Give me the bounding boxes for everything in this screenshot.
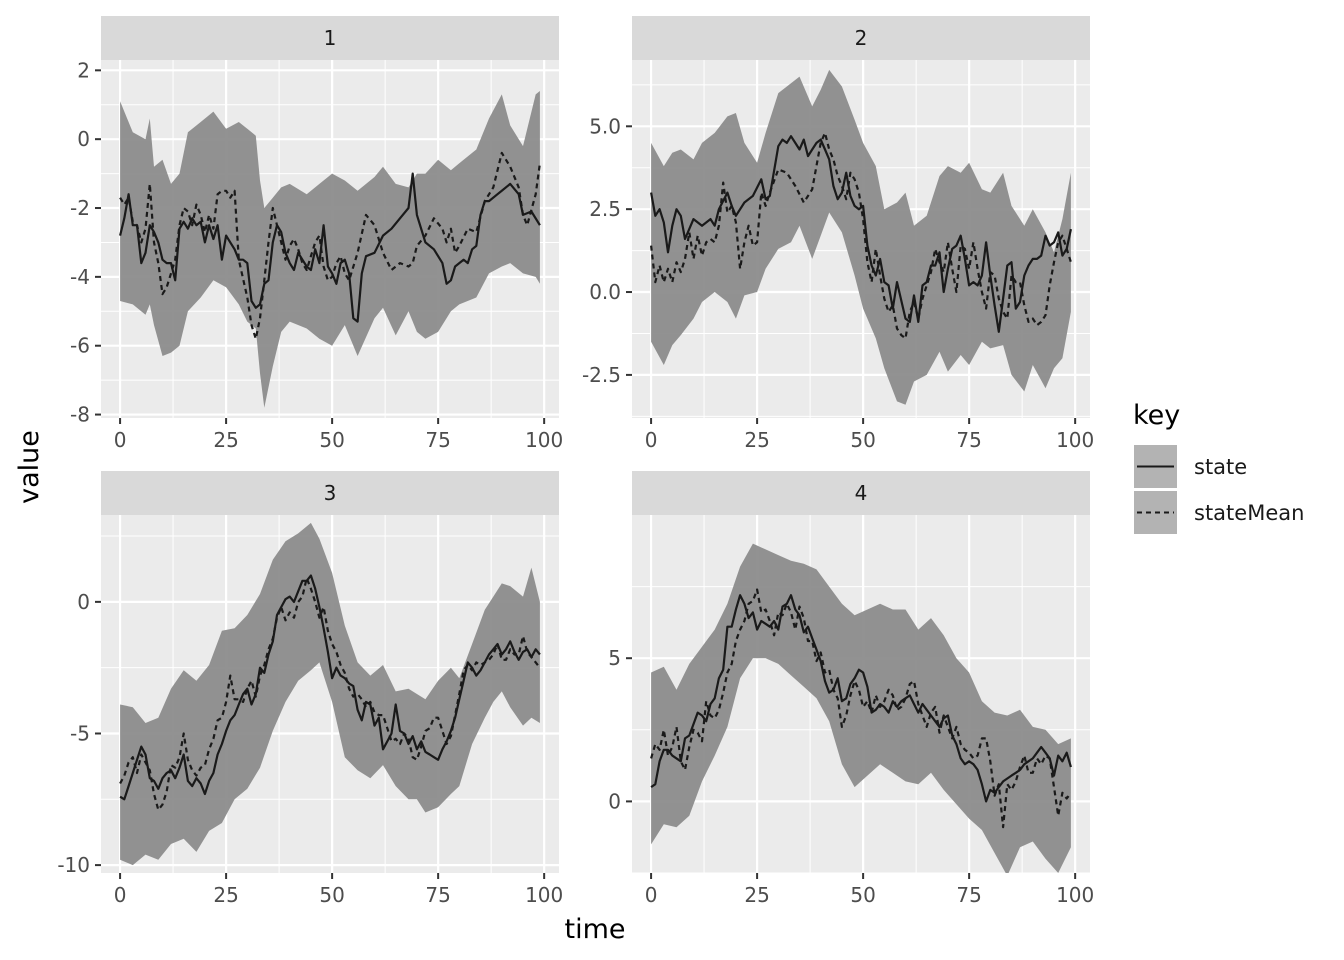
data-layer bbox=[119, 522, 541, 866]
facet-panel-3: 3 0 25 50 75 100 -10 -5 0 bbox=[57, 471, 563, 907]
x-tick-label: 25 bbox=[213, 883, 238, 907]
confidence-ribbon bbox=[120, 91, 540, 408]
x-tick-label: 50 bbox=[319, 428, 344, 452]
x-tick-label: 0 bbox=[114, 428, 127, 452]
series-line-stateMean bbox=[119, 151, 541, 340]
y-tick-label: -4 bbox=[70, 265, 90, 289]
x-tick-label: 100 bbox=[1056, 883, 1094, 907]
x-tick-label: 50 bbox=[319, 883, 344, 907]
x-tick-label: 75 bbox=[956, 428, 981, 452]
x-tick-label: 75 bbox=[425, 428, 450, 452]
x-tick-label: 100 bbox=[525, 883, 563, 907]
strip-label: 3 bbox=[324, 481, 337, 505]
y-tick-label: 2 bbox=[77, 58, 90, 82]
data-layer bbox=[119, 91, 541, 408]
y-tick-label: -6 bbox=[70, 334, 90, 358]
series-line-state bbox=[119, 574, 541, 801]
x-tick-label: 75 bbox=[956, 883, 981, 907]
y-tick-label: 0.0 bbox=[589, 280, 621, 304]
y-tick-label: 0 bbox=[77, 590, 90, 614]
data-layer bbox=[650, 543, 1072, 873]
facet-panel-2: 2 0 25 50 75 100 -2.5 0.0 2.5 5.0 bbox=[582, 16, 1094, 452]
x-tick-label: 75 bbox=[425, 883, 450, 907]
strip-background bbox=[632, 471, 1090, 515]
strip-label: 1 bbox=[324, 26, 337, 50]
x-tick-label: 25 bbox=[744, 428, 769, 452]
series-line-stateMean bbox=[650, 131, 1072, 340]
y-tick-label: 2.5 bbox=[589, 197, 621, 221]
series-line-state bbox=[650, 594, 1072, 803]
facet-panel-4: 4 0 25 50 75 100 0 5 bbox=[608, 471, 1094, 907]
x-tick-label: 0 bbox=[645, 883, 658, 907]
series-line-stateMean bbox=[119, 577, 541, 811]
x-axis-title: time bbox=[564, 914, 625, 945]
legend-label-state: state bbox=[1194, 455, 1247, 479]
x-tick-label: 100 bbox=[1056, 428, 1094, 452]
legend-item-state: state bbox=[1132, 443, 1247, 490]
legend-item-stateMean: stateMean bbox=[1132, 489, 1304, 536]
x-tick-label: 25 bbox=[744, 883, 769, 907]
facet-panel-1: 1 0 25 50 75 100 -8 -6 -4 -2 0 2 bbox=[70, 16, 563, 452]
y-tick-label: -2 bbox=[70, 196, 90, 220]
y-tick-label: 5.0 bbox=[589, 114, 621, 138]
y-tick-label: -10 bbox=[57, 853, 90, 877]
confidence-ribbon bbox=[120, 522, 540, 866]
y-tick-label: 0 bbox=[608, 789, 621, 813]
x-tick-label: 0 bbox=[645, 428, 658, 452]
legend: key state stateMean bbox=[1132, 400, 1304, 536]
y-axis-title: value bbox=[14, 430, 45, 504]
data-layer bbox=[650, 69, 1072, 405]
y-tick-label: -5 bbox=[70, 721, 90, 745]
x-tick-label: 100 bbox=[525, 428, 563, 452]
strip-background bbox=[632, 16, 1090, 60]
y-tick-label: 5 bbox=[608, 646, 621, 670]
y-tick-label: -8 bbox=[70, 403, 90, 427]
x-tick-label: 0 bbox=[114, 883, 127, 907]
legend-title: key bbox=[1133, 400, 1180, 431]
confidence-ribbon bbox=[651, 69, 1071, 405]
strip-background bbox=[101, 16, 559, 60]
strip-background bbox=[101, 471, 559, 515]
y-tick-label: -2.5 bbox=[582, 363, 621, 387]
legend-label-stateMean: stateMean bbox=[1194, 501, 1304, 525]
strip-label: 4 bbox=[855, 481, 868, 505]
x-tick-label: 50 bbox=[850, 428, 875, 452]
x-tick-label: 25 bbox=[213, 428, 238, 452]
x-tick-label: 50 bbox=[850, 883, 875, 907]
strip-label: 2 bbox=[855, 26, 868, 50]
y-tick-label: 0 bbox=[77, 127, 90, 151]
